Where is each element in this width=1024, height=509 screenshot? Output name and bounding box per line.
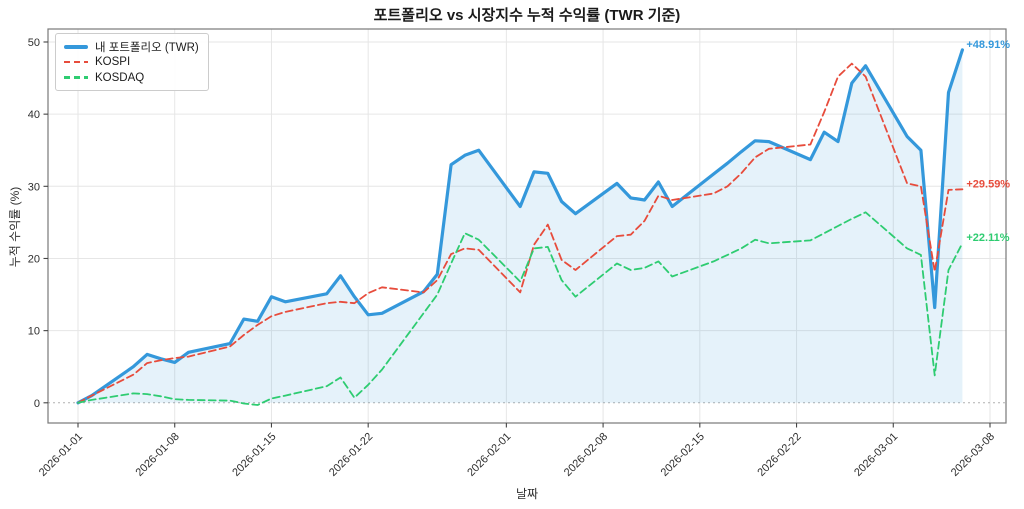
y-axis-tick-label: 0 (34, 398, 40, 410)
kospi-line-sample (64, 60, 88, 64)
x-axis-tick-label: 2026-01-01 (37, 431, 85, 479)
legend-label-kosdaq: KOSDAQ (95, 71, 145, 84)
x-axis-tick-label: 2026-02-08 (562, 431, 610, 479)
legend: 내 포트폴리오 (TWR) KOSPI KOSDAQ (55, 33, 209, 91)
chart-title: 포트폴리오 vs 시장지수 누적 수익률 (TWR 기준) (373, 7, 681, 24)
x-axis-tick-label: 2026-02-15 (659, 431, 707, 479)
y-axis-tick-label: 10 (28, 326, 40, 338)
legend-item-portfolio: 내 포트폴리오 (TWR) (64, 39, 200, 54)
x-axis-tick-label: 2026-03-08 (949, 431, 997, 479)
plot-frame (47, 28, 1007, 424)
portfolio-end-label: +48.91% (966, 39, 1010, 51)
kospi-end-label: +29.59% (966, 178, 1010, 190)
portfolio-line-sample (64, 44, 88, 49)
x-axis-tick-label: 2026-03-01 (852, 431, 900, 479)
y-axis-tick-label: 20 (28, 253, 40, 265)
legend-label-portfolio: 내 포트폴리오 (TWR) (95, 41, 199, 54)
y-axis-label: 누적 수익률 (%) (8, 186, 22, 268)
portfolio-area-fill (78, 49, 963, 403)
portfolio-line (76, 48, 965, 405)
x-axis-tick-label: 2026-01-15 (230, 431, 278, 479)
kospi-line (77, 62, 964, 404)
x-axis-tick-label: 2026-02-01 (465, 431, 513, 479)
legend-label-kospi: KOSPI (95, 56, 131, 68)
legend-item-kosdaq: KOSDAQ (64, 70, 200, 85)
y-axis-tick-label: 30 (28, 181, 40, 193)
legend-item-kospi: KOSPI (64, 55, 200, 70)
x-axis-tick-label: 2026-02-22 (755, 431, 803, 479)
kosdaq-end-label: +22.11% (966, 232, 1009, 244)
x-axis-tick-label: 2026-01-08 (134, 431, 182, 479)
y-axis-tick-label: 40 (28, 109, 40, 121)
kosdaq-line (77, 211, 964, 406)
y-axis-tick-label: 50 (28, 37, 40, 49)
kosdaq-line-sample (64, 76, 88, 79)
x-axis-label: 날짜 (515, 487, 539, 501)
x-axis-tick-label: 2026-01-22 (327, 431, 375, 479)
